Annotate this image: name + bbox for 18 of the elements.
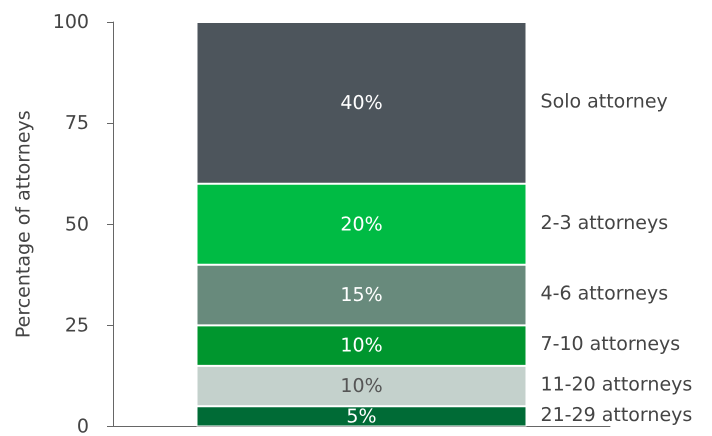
y-tick-label: 50 — [64, 213, 89, 236]
series-label: Solo attorney — [540, 90, 668, 112]
y-tick-label: 25 — [64, 314, 89, 336]
series-label: 21-29 attorneys — [540, 404, 692, 426]
data-label: 40% — [340, 92, 383, 114]
data-label: 10% — [340, 375, 383, 398]
data-label: 10% — [340, 334, 383, 357]
series-label: 4-6 attorneys — [540, 282, 668, 305]
data-label: 5% — [346, 405, 377, 428]
series-label: 2-3 attorneys — [540, 212, 668, 234]
y-axis-title: Percentage of attorneys — [12, 110, 34, 338]
y-tick-label: 75 — [64, 112, 89, 134]
y-tick-label: 100 — [52, 11, 89, 33]
data-label: 15% — [340, 284, 383, 306]
data-label: 20% — [340, 213, 383, 236]
series-label: 11-20 attorneys — [540, 374, 692, 396]
series-label: 7-10 attorneys — [540, 333, 680, 356]
y-tick-label: 0 — [76, 416, 89, 436]
